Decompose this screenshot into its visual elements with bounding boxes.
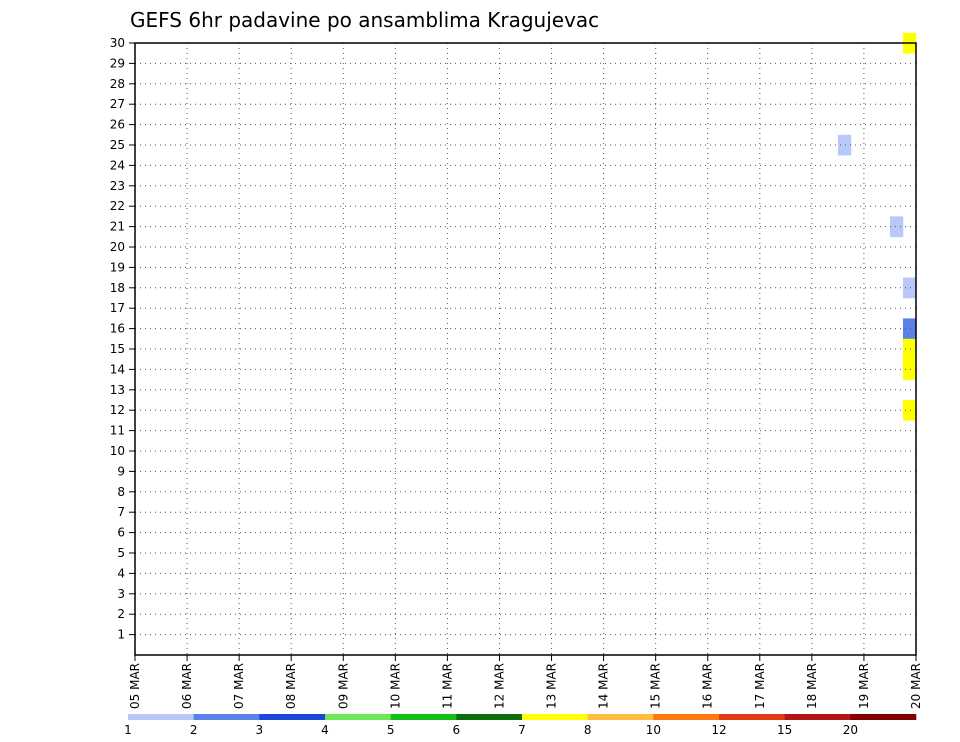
y-tick-label: 24 [110, 158, 125, 172]
x-tick-label: 18 MAR [805, 663, 819, 709]
y-tick-label: 30 [110, 36, 125, 50]
colorbar-swatch [653, 714, 720, 720]
x-tick-label: 05 MAR [128, 663, 142, 709]
precip-cell [902, 318, 917, 340]
precip-cell [889, 216, 904, 238]
y-tick-label: 25 [110, 138, 125, 152]
y-tick-label: 2 [117, 607, 125, 621]
y-tick-label: 6 [117, 526, 125, 540]
colorbar: 1 2 3 4 5 6 7 8 10 12 15 20 [124, 714, 917, 737]
y-tick-label: 1 [117, 628, 125, 642]
precip-cell [902, 338, 917, 360]
x-tick-label: 11 MAR [440, 663, 454, 709]
colorbar-label: 10 [646, 723, 661, 737]
y-tick-label: 19 [110, 260, 125, 274]
y-axis-ticks: 1234567891011121314151617181920212223242… [110, 36, 135, 642]
y-tick-label: 16 [110, 322, 125, 336]
y-tick-label: 4 [117, 566, 125, 580]
x-tick-label: 15 MAR [649, 663, 663, 709]
y-tick-label: 12 [110, 403, 125, 417]
colorbar-swatch [784, 714, 851, 720]
colorbar-label: 3 [256, 723, 264, 737]
y-tick-label: 11 [110, 424, 125, 438]
y-tick-label: 7 [117, 505, 125, 519]
y-tick-label: 15 [110, 342, 125, 356]
x-tick-label: 16 MAR [701, 663, 715, 709]
y-tick-label: 23 [110, 179, 125, 193]
y-tick-label: 3 [117, 587, 125, 601]
x-tick-label: 10 MAR [388, 663, 402, 709]
colorbar-label: 12 [711, 723, 726, 737]
colorbar-label: 2 [190, 723, 198, 737]
colorbar-swatch [259, 714, 326, 720]
colorbar-swatch [522, 714, 588, 720]
y-tick-label: 5 [117, 546, 125, 560]
chart-title: GEFS 6hr padavine po ansamblima Kragujev… [130, 8, 599, 32]
x-tick-label: 08 MAR [284, 663, 298, 709]
colorbar-label: 4 [321, 723, 329, 737]
y-tick-label: 27 [110, 97, 125, 111]
colorbar-swatch [390, 714, 457, 720]
colorbar-swatch [719, 714, 785, 720]
colorbar-swatch [325, 714, 391, 720]
x-tick-label: 13 MAR [545, 663, 559, 709]
y-tick-label: 9 [117, 464, 125, 478]
heatmap-cells [837, 32, 917, 421]
x-tick-label: 06 MAR [180, 663, 194, 709]
precip-cell [902, 277, 917, 299]
colorbar-swatch [128, 714, 194, 720]
colorbar-swatch [587, 714, 654, 720]
y-tick-label: 20 [110, 240, 125, 254]
x-tick-label: 19 MAR [857, 663, 871, 709]
colorbar-label: 20 [843, 723, 858, 737]
colorbar-label: 15 [777, 723, 792, 737]
y-tick-label: 26 [110, 118, 125, 132]
colorbar-swatch [456, 714, 523, 720]
y-tick-label: 10 [110, 444, 125, 458]
y-tick-label: 29 [110, 56, 125, 70]
x-tick-label: 09 MAR [336, 663, 350, 709]
colorbar-label: 6 [453, 723, 461, 737]
x-tick-label: 20 MAR [909, 663, 923, 709]
y-tick-label: 13 [110, 383, 125, 397]
colorbar-label: 8 [584, 723, 592, 737]
colorbar-label: 5 [387, 723, 395, 737]
colorbar-label: 7 [518, 723, 526, 737]
x-tick-label: 07 MAR [232, 663, 246, 709]
colorbar-swatch [193, 714, 260, 720]
precip-cell [902, 359, 917, 380]
x-axis-ticks: 05 MAR 06 MAR 07 MAR 08 MAR 09 MAR 10 MAR 11 M… [128, 655, 923, 709]
colorbar-swatch [850, 714, 917, 720]
y-tick-label: 18 [110, 281, 125, 295]
x-tick-label: 12 MAR [492, 663, 506, 709]
x-tick-label: 14 MAR [597, 663, 611, 709]
grid-lines [135, 42, 916, 655]
precip-cell [837, 134, 852, 156]
colorbar-label: 1 [124, 723, 132, 737]
x-tick-label: 17 MAR [753, 663, 767, 709]
y-tick-label: 17 [110, 301, 125, 315]
y-tick-label: 14 [110, 362, 125, 376]
precip-cell [902, 400, 917, 421]
y-tick-label: 22 [110, 199, 125, 213]
y-tick-label: 8 [117, 485, 125, 499]
y-tick-label: 28 [110, 77, 125, 91]
y-tick-label: 21 [110, 220, 125, 234]
